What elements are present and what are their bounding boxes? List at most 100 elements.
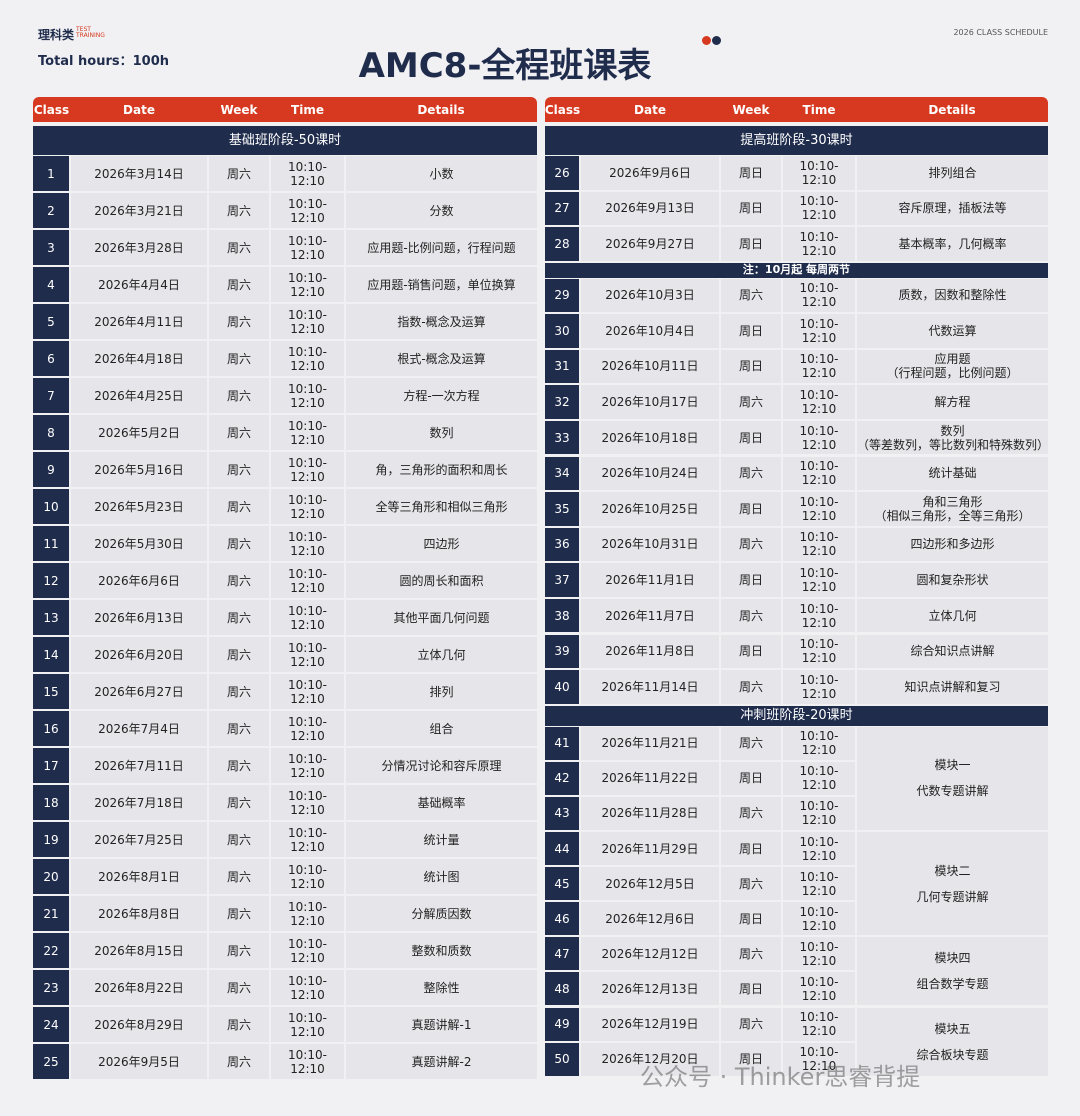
date-cell: 2026年11月29日 xyxy=(581,832,719,866)
detail-line: 指数-概念及运算 xyxy=(397,314,486,329)
date-cell: 2026年7月11日 xyxy=(71,748,207,783)
week-cell: 周日 xyxy=(721,832,781,866)
week-cell: 周六 xyxy=(721,867,781,901)
top-right-label: 2026 CLASS SCHEDULE xyxy=(953,28,1048,37)
details-cell: 圆的周长和面积 xyxy=(346,563,537,598)
logo-sub-line: TEST xyxy=(76,26,91,33)
week-cell: 周六 xyxy=(209,193,269,228)
time-cell: 10:10-12:10 xyxy=(783,227,855,261)
date-cell: 2026年10月25日 xyxy=(581,492,719,526)
detail-line: 模块一 xyxy=(934,758,971,773)
class-cell: 5 xyxy=(33,304,69,339)
details-cell: 根式-概念及运算 xyxy=(346,341,537,376)
details-cell: 分数 xyxy=(346,193,537,228)
date-cell: 2026年9月27日 xyxy=(581,227,719,261)
week-cell: 周六 xyxy=(209,415,269,450)
date-cell: 2026年12月13日 xyxy=(581,972,719,1006)
details-cell: 四边形和多边形 xyxy=(857,527,1048,562)
detail-line: 排列组合 xyxy=(928,165,977,180)
date-cell: 2026年12月6日 xyxy=(581,902,719,936)
week-cell: 周日 xyxy=(721,227,781,261)
date-cell: 2026年11月1日 xyxy=(581,563,719,597)
week-cell: 周六 xyxy=(209,896,269,931)
detail-line: 分数 xyxy=(429,203,454,218)
time-cell: 10:10-12:10 xyxy=(271,304,344,339)
detail-line: 四边形 xyxy=(423,536,460,551)
date-cell: 2026年11月22日 xyxy=(581,761,719,795)
class-cell: 42 xyxy=(545,761,579,795)
detail-line: 真题讲解-1 xyxy=(411,1017,472,1032)
week-cell: 周六 xyxy=(209,341,269,376)
time-cell: 10:10-12:10 xyxy=(271,452,344,487)
detail-line: 分解质因数 xyxy=(411,906,472,921)
date-cell: 2026年5月30日 xyxy=(71,526,207,561)
time-cell: 10:10-12:10 xyxy=(271,193,344,228)
detail-line: 代数运算 xyxy=(928,323,977,338)
detail-line: 统计图 xyxy=(423,869,460,884)
detail-line: 小数 xyxy=(429,166,454,181)
detail-line: 模块四 xyxy=(934,951,971,966)
time-cell: 10:10-12:10 xyxy=(783,761,855,795)
details-cell: 应用题 （行程问题，比例问题） xyxy=(857,349,1048,384)
date-cell: 2026年10月4日 xyxy=(581,314,719,348)
detail-line: 根式-概念及运算 xyxy=(397,351,486,366)
week-cell: 周日 xyxy=(721,349,781,384)
week-cell: 周日 xyxy=(721,314,781,348)
class-cell: 25 xyxy=(33,1044,69,1079)
time-cell: 10:10-12:10 xyxy=(271,489,344,524)
week-cell: 周六 xyxy=(721,937,781,971)
time-cell: 10:10-12:10 xyxy=(783,726,855,760)
class-cell: 46 xyxy=(545,902,579,936)
week-cell: 周日 xyxy=(721,761,781,795)
date-cell: 2026年9月5日 xyxy=(71,1044,207,1079)
note-bar: 注：10月起 每周两节 xyxy=(545,262,1048,278)
detail-line: 角和三角形 xyxy=(922,494,983,509)
week-cell: 周六 xyxy=(209,489,269,524)
details-cell: 模块一 代数专题讲解 xyxy=(857,726,1048,830)
week-cell: 周六 xyxy=(721,1007,781,1041)
detail-line: （相似三角形，全等三角形） xyxy=(874,508,1031,523)
time-cell: 10:10-12:10 xyxy=(783,670,855,704)
detail-line: 真题讲解-2 xyxy=(411,1054,472,1069)
details-cell: 数列 （等差数列，等比数列和特殊数列） xyxy=(857,420,1049,455)
total-hours: Total hours：100h xyxy=(38,54,170,69)
detail-line: 整除性 xyxy=(423,980,460,995)
date-cell: 2026年7月4日 xyxy=(71,711,207,746)
class-cell: 8 xyxy=(33,415,69,450)
class-cell: 41 xyxy=(545,726,579,760)
class-cell: 39 xyxy=(545,634,579,669)
date-cell: 2026年5月2日 xyxy=(71,415,207,450)
time-cell: 10:10-12:10 xyxy=(271,378,344,413)
week-cell: 周六 xyxy=(209,1007,269,1042)
week-cell: 周六 xyxy=(721,278,781,313)
date-cell: 2026年8月8日 xyxy=(71,896,207,931)
date-cell: 2026年3月21日 xyxy=(71,193,207,228)
week-cell: 周六 xyxy=(209,156,269,191)
date-cell: 2026年10月11日 xyxy=(581,349,719,384)
date-cell: 2026年4月25日 xyxy=(71,378,207,413)
class-cell: 22 xyxy=(33,933,69,968)
time-cell: 10:10-12:10 xyxy=(783,349,855,384)
class-cell: 47 xyxy=(545,937,579,971)
date-cell: 2026年12月12日 xyxy=(581,937,719,971)
column-header: Week xyxy=(220,102,258,117)
detail-line: 其他平面几何问题 xyxy=(393,610,490,625)
date-cell: 2026年8月22日 xyxy=(71,970,207,1005)
details-cell: 立体几何 xyxy=(346,637,537,672)
details-cell: 模块二 几何专题讲解 xyxy=(857,832,1048,936)
week-cell: 周日 xyxy=(721,634,781,669)
detail-line: 数列 xyxy=(429,425,454,440)
details-cell: 其他平面几何问题 xyxy=(346,600,537,635)
date-cell: 2026年10月17日 xyxy=(581,385,719,419)
detail-line: 排列 xyxy=(429,684,454,699)
detail-line: 模块二 xyxy=(934,863,971,878)
class-cell: 30 xyxy=(545,314,579,348)
time-cell: 10:10-12:10 xyxy=(783,492,855,526)
date-cell: 2026年12月20日 xyxy=(581,1042,719,1076)
detail-line: 模块五 xyxy=(934,1021,971,1036)
class-cell: 48 xyxy=(545,972,579,1006)
class-cell: 35 xyxy=(545,492,579,526)
week-cell: 周六 xyxy=(209,785,269,820)
detail-line: 综合板块专题 xyxy=(916,1047,989,1062)
details-cell: 分解质因数 xyxy=(346,896,537,931)
